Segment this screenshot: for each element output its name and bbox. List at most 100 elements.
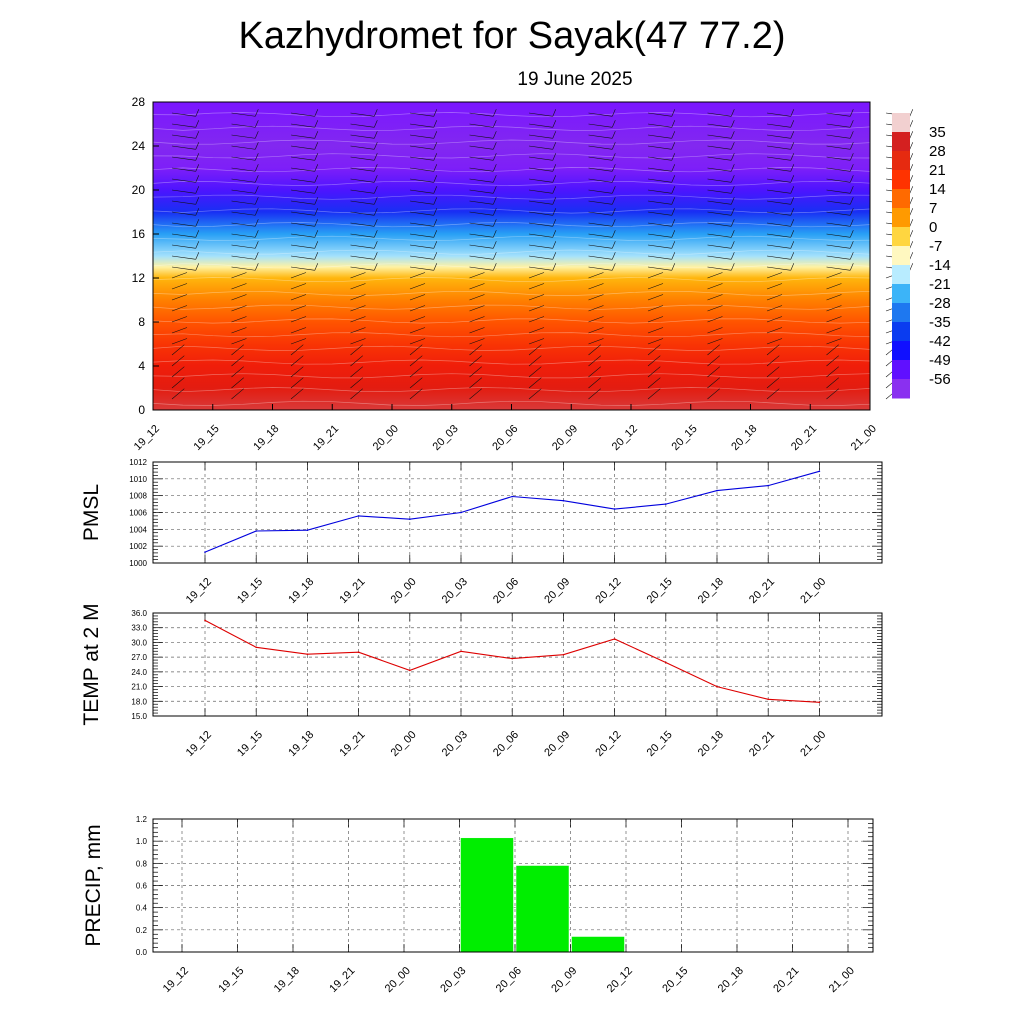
y-tick-label: 1000 [129,559,147,568]
wind-barb [469,305,485,312]
colorbar-label: -42 [929,333,951,350]
wind-barb [826,294,842,301]
wind-barb-feather [909,230,914,238]
wind-barb [528,316,545,323]
cross-section-fill [153,102,870,410]
colorbar-swatch [892,227,910,247]
x-tick-label: 20_03 [440,576,470,606]
wind-barb [231,233,256,238]
wind-barb [350,338,366,345]
x-tick-label: 20_18 [729,423,759,453]
wind-barb-feather [731,252,735,260]
contour-line [152,332,871,338]
y-tick-label: 4 [138,359,145,373]
colorbar-label: -7 [929,238,942,255]
y-tick-label: 0 [138,403,145,417]
wind-barb-feather [255,109,259,117]
wind-barb-feather [255,186,259,194]
wind-barb [290,344,304,356]
wind-barb-feather [314,241,319,249]
wind-barb [588,294,604,301]
wind-barb [469,366,482,378]
x-tick-label: 20_06 [494,965,524,995]
wind-barb [350,294,366,301]
wind-barb [766,178,791,183]
wind-barb [826,178,851,183]
x-tick-label: 20_15 [660,965,690,995]
colorbar-swatch [892,170,910,190]
wind-barb [707,366,720,378]
wind-barb [469,355,482,367]
x-tick-label: 20_15 [645,576,675,606]
wind-barb [707,222,732,227]
x-tick-label: 19_18 [272,965,302,995]
wind-barb [707,266,732,271]
wind-barb [171,255,196,260]
y-tick-label: 18.0 [131,697,147,706]
wind-barb-feather [612,164,616,172]
wind-barb [231,388,244,400]
wind-barb [707,156,732,161]
wind-barb [707,189,732,194]
wind-barb [588,316,604,323]
wind-barb [231,366,244,378]
wind-barb [171,388,185,400]
wind-barb-feather [612,252,616,260]
pmsl-chart: 19_12 19_15 19_18 19_21 20_00 20_03 20_06 20_09… [80,458,883,606]
wind-barb [350,211,375,216]
wind-barb [647,266,672,271]
wind-barb [231,222,256,227]
wind-barb [409,327,426,334]
wind-barb-feather [552,109,557,117]
wind-barb-feather [255,175,259,183]
wind-barb [528,338,545,345]
wind-barb [409,178,434,183]
wind-barb [350,156,375,161]
wind-barb-feather [909,131,914,139]
wind-barb [290,316,307,323]
wind-barb [350,327,366,334]
wind-barb [528,255,553,260]
wind-barb [350,145,375,150]
chart-date: 19 June 2025 [517,69,633,90]
wind-barb [409,366,423,378]
colorbar-label: 14 [929,181,946,198]
y-tick-label: 1004 [129,525,147,534]
wind-barb [409,266,434,271]
wind-barb [647,244,672,249]
wind-barb-feather [612,131,616,139]
wind-barb-feather [850,219,854,227]
wind-barb [231,255,256,260]
wind-barb-feather [790,219,795,227]
wind-barb-feather [850,153,854,161]
y-axis-label: TEMP at 2 M [80,603,103,725]
wind-barb-feather [731,153,735,161]
x-tick-label: 19_21 [337,729,367,759]
pmsl-point [818,470,821,473]
wind-barb [826,305,842,312]
wind-barb [350,283,366,290]
wind-barb-feather [612,153,616,161]
pmsl-point [255,530,257,532]
x-tick-label: 19_12 [161,965,191,995]
wind-barb-feather [493,142,497,150]
y-tick-label: 16 [132,227,146,241]
wind-barb [171,145,196,150]
contour-line [152,194,871,200]
wind-barb-feather [195,230,200,238]
wind-barb-feather [374,109,378,117]
wind-barb [469,344,482,356]
wind-barb [528,233,553,238]
wind-barb [350,167,375,172]
x-tick-label: 19_12 [184,729,214,759]
wind-barb [647,366,661,378]
wind-barb-feather [612,109,616,117]
contour-line [152,167,871,173]
wind-barb [528,211,553,216]
wind-barb [171,244,196,249]
contour-line [152,387,871,393]
wind-barb-feather [314,153,319,161]
contour-line [152,400,871,406]
temp-point [511,657,513,660]
